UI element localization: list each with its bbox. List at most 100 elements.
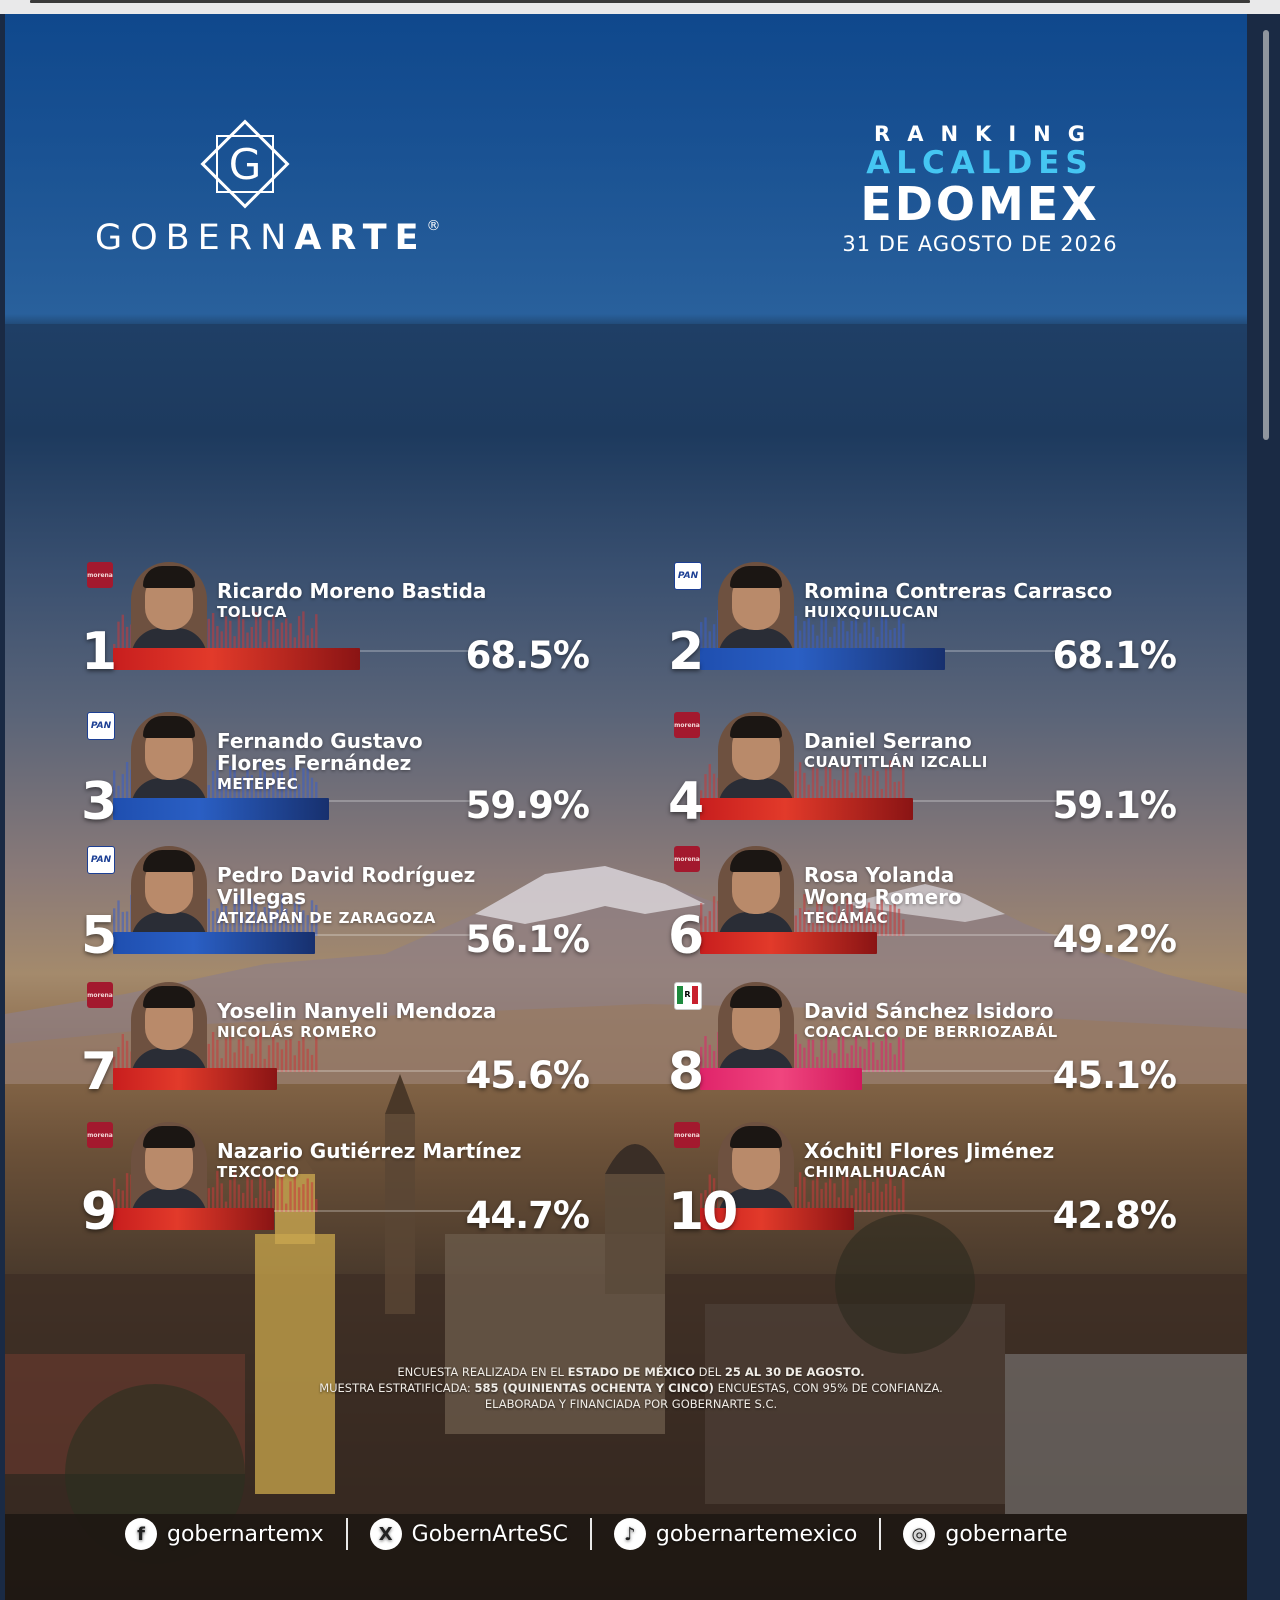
logo-word-bold: ARTE — [294, 218, 427, 258]
rank-number: 6 — [668, 906, 704, 966]
score-percentage: 59.1% — [1052, 784, 1177, 827]
social-links: f gobernartemx X GobernArteSC ♪ gobernartemex… — [125, 1510, 1145, 1558]
social-separator — [879, 1518, 882, 1550]
candidate-name-line: Flores Fernández — [217, 751, 412, 775]
candidate-name-line: Yoselin Nanyeli Mendoza — [217, 999, 497, 1023]
bar-track — [113, 1210, 473, 1212]
party-logo-morena-icon: morena — [674, 1122, 700, 1148]
party-logo-morena-icon: morena — [87, 562, 113, 588]
social-handle: gobernartemexico — [655, 1521, 858, 1547]
footnote-text: ELABORADA Y FINANCIADA POR GOBERNARTE S.… — [484, 1397, 778, 1411]
social-link-tiktok[interactable]: ♪ gobernartemexico — [613, 1518, 858, 1550]
footnote-text: ENCUESTAS, CON 95% DE CONFIANZA. — [713, 1381, 943, 1395]
party-logo-pan-icon: PAN — [87, 846, 115, 874]
score-bar — [700, 648, 945, 670]
score-bar — [113, 1068, 277, 1090]
logo-wordmark: GOBERNARTE® — [95, 218, 449, 258]
top-strip-bar — [30, 0, 1250, 3]
candidate-name: Rosa Yolanda Wong Romero — [804, 864, 962, 908]
party-logo-morena-icon: morena — [674, 846, 700, 872]
candidate-name-line: Xóchitl Flores Jiménez — [804, 1139, 1055, 1163]
ranking-entry: morena 7 Yoselin Nanyeli Mendoza NICOLÁS RO… — [81, 982, 603, 1112]
gobernarte-logo: G GOBERNARTE® — [95, 114, 441, 264]
candidate-name-line: Nazario Gutiérrez Martínez — [217, 1139, 522, 1163]
score-percentage: 68.1% — [1052, 634, 1177, 677]
score-percentage: 68.5% — [465, 634, 590, 677]
rank-number: 10 — [668, 1182, 738, 1242]
candidate-name: Pedro David Rodríguez Villegas — [217, 864, 475, 908]
title-block: RANKING ALCALDES EDOMEX 31 DE AGOSTO DE … — [810, 122, 1150, 256]
municipality-label: TECÁMAC — [804, 909, 889, 927]
municipality-label: TOLUCA — [217, 603, 287, 621]
candidate-name-line: Wong Romero — [804, 885, 962, 909]
top-strip — [0, 0, 1280, 14]
social-handle: gobernarte — [945, 1521, 1068, 1547]
bar-track — [700, 1070, 1060, 1072]
facebook-icon: f — [125, 1518, 157, 1550]
social-handle: GobernArteSC — [411, 1521, 568, 1547]
candidate-name-line: Fernando Gustavo — [217, 729, 423, 753]
score-bar — [700, 1068, 862, 1090]
candidate-photo — [131, 562, 207, 650]
municipality-label: ATIZAPÁN DE ZARAGOZA — [217, 909, 436, 927]
tiktok-icon: ♪ — [613, 1518, 646, 1550]
ranking-entry: PAN 3 Fernando Gustavo Flores Fernández METE… — [81, 712, 603, 842]
bar-track — [113, 1070, 473, 1072]
municipality-label: METEPEC — [217, 775, 299, 793]
rank-number: 8 — [668, 1042, 704, 1102]
social-link-instagram[interactable]: ◎ gobernarte — [903, 1518, 1068, 1550]
candidate-name: Romina Contreras Carrasco — [804, 580, 1112, 602]
gobernarte-mark-icon: G — [200, 119, 290, 209]
social-link-x[interactable]: X GobernArteSC — [369, 1518, 568, 1550]
candidate-name: Xóchitl Flores Jiménez — [804, 1140, 1054, 1162]
party-logo-pan-icon: PAN — [674, 562, 702, 590]
ranking-entry: morena 10 Xóchitl Flores Jiménez CHIMALHUAC… — [668, 1122, 1190, 1252]
score-bar — [700, 932, 877, 954]
candidate-photo — [131, 1122, 207, 1210]
candidate-photo — [718, 712, 794, 800]
score-percentage: 45.6% — [465, 1054, 590, 1097]
rank-number: 3 — [81, 772, 117, 832]
ranking-entry: PAN 5 Pedro David Rodríguez Villegas ATIZAPÁ… — [81, 846, 603, 976]
footnote-bold: 25 AL 30 DE AGOSTO. — [724, 1365, 865, 1379]
candidate-photo — [718, 846, 794, 934]
candidate-name-line: David Sánchez Isidoro — [804, 999, 1054, 1023]
party-logo-morena-icon: morena — [87, 982, 113, 1008]
score-bar — [113, 932, 315, 954]
score-percentage: 42.8% — [1052, 1194, 1177, 1237]
score-percentage: 44.7% — [465, 1194, 590, 1237]
ranking-entry: morena 1 Ricardo Moreno Bastida TOLUCA 68.5% — [81, 562, 603, 692]
candidate-name-line: Romina Contreras Carrasco — [804, 579, 1113, 603]
candidate-name-line: Villegas — [217, 885, 306, 909]
candidate-name: Yoselin Nanyeli Mendoza — [217, 1000, 496, 1022]
candidate-photo — [131, 982, 207, 1070]
logo-letter: G — [229, 140, 262, 189]
rank-number: 5 — [81, 906, 117, 966]
party-logo-pan-icon: PAN — [87, 712, 115, 740]
candidate-name: Nazario Gutiérrez Martínez — [217, 1140, 521, 1162]
scrollbar[interactable] — [1263, 30, 1269, 440]
title-date: 31 DE AGOSTO DE 2026 — [842, 232, 1118, 256]
footnote-bold: ESTADO DE MÉXICO — [567, 1365, 695, 1379]
social-link-facebook[interactable]: f gobernartemx — [125, 1518, 324, 1550]
bar-track — [700, 1210, 1060, 1212]
rank-number: 2 — [668, 622, 704, 682]
ranking-entry: morena 6 Rosa Yolanda Wong Romero TECÁMAC 49.… — [668, 846, 1190, 976]
ranking-entry: morena 4 Daniel Serrano CUAUTITLÁN IZCALLI 5… — [668, 712, 1190, 842]
infographic: G GOBERNARTE® RANKING ALCALDES EDOMEX 31… — [5, 14, 1247, 1600]
municipality-label: NICOLÁS ROMERO — [217, 1023, 377, 1041]
score-percentage: 56.1% — [465, 918, 590, 961]
mountain-silhouette — [5, 866, 1247, 1084]
candidate-photo — [131, 846, 207, 934]
score-percentage: 45.1% — [1052, 1054, 1177, 1097]
candidate-name: David Sánchez Isidoro — [804, 1000, 1054, 1022]
bar-track — [700, 934, 1060, 936]
ranking-entry: morena 9 Nazario Gutiérrez Martínez TEXCOCO… — [81, 1122, 603, 1252]
candidate-name-line: Rosa Yolanda — [804, 863, 955, 887]
municipality-label: COACALCO DE BERRIOZABÁL — [804, 1023, 1058, 1041]
instagram-icon: ◎ — [903, 1518, 936, 1550]
logo-word-regular: GOBERN — [95, 218, 295, 258]
municipality-label: HUIXQUILUCAN — [804, 603, 939, 621]
social-separator — [589, 1518, 592, 1550]
candidate-name: Ricardo Moreno Bastida — [217, 580, 486, 602]
